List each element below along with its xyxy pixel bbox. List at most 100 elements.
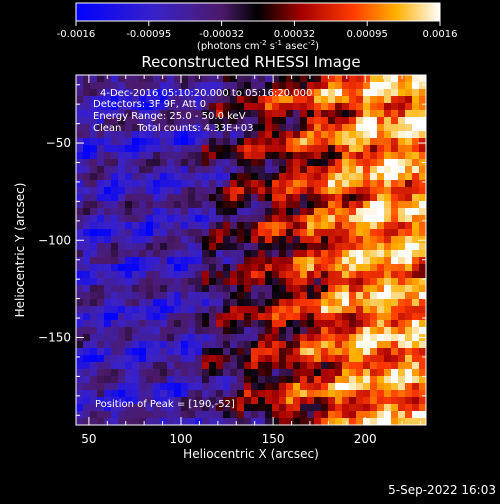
heatmap-cell xyxy=(104,117,112,125)
heatmap-cell xyxy=(174,187,182,195)
heatmap-cell xyxy=(363,222,371,230)
heatmap-cell xyxy=(181,159,189,167)
heatmap-cell xyxy=(181,236,189,244)
heatmap-cell xyxy=(153,75,161,83)
heatmap-cell xyxy=(412,341,420,349)
heatmap-cell xyxy=(279,369,287,377)
heatmap-cell xyxy=(279,327,287,335)
heatmap-cell xyxy=(97,313,105,321)
heatmap-cell xyxy=(146,292,154,300)
heatmap-cell xyxy=(111,103,119,111)
heatmap-cell xyxy=(335,320,343,328)
heatmap-cell xyxy=(412,75,420,83)
heatmap-cell xyxy=(153,138,161,146)
heatmap-cell xyxy=(237,362,245,370)
heatmap-cell xyxy=(223,264,231,272)
heatmap-cell xyxy=(125,411,133,419)
heatmap-cell xyxy=(97,264,105,272)
heatmap-cell xyxy=(293,390,301,398)
heatmap-cell xyxy=(237,166,245,174)
heatmap-cell xyxy=(377,222,385,230)
heatmap-cell xyxy=(370,180,378,188)
heatmap-cell xyxy=(244,236,252,244)
heatmap-cell xyxy=(328,103,336,111)
heatmap-cell xyxy=(300,369,308,377)
heatmap-cell xyxy=(104,257,112,265)
heatmap-cell xyxy=(412,348,420,356)
heatmap-cell xyxy=(265,320,273,328)
heatmap-cell xyxy=(146,96,154,104)
heatmap-cell xyxy=(90,89,98,97)
heatmap-cell xyxy=(97,215,105,223)
heatmap-cell xyxy=(188,89,196,97)
heatmap-cell xyxy=(83,159,91,167)
heatmap-cell xyxy=(90,411,98,419)
heatmap-cell xyxy=(174,306,182,314)
heatmap-cell xyxy=(272,159,280,167)
heatmap-cell xyxy=(153,82,161,90)
heatmap-cell xyxy=(216,145,224,153)
heatmap-cell xyxy=(342,222,350,230)
heatmap-cell xyxy=(391,264,399,272)
heatmap-cell xyxy=(356,110,364,118)
heatmap-cell xyxy=(181,166,189,174)
heatmap-cell xyxy=(314,285,322,293)
heatmap-cell xyxy=(272,222,280,230)
heatmap-cell xyxy=(181,110,189,118)
heatmap-cell xyxy=(300,138,308,146)
heatmap-cell xyxy=(244,152,252,160)
heatmap-cell xyxy=(314,411,322,419)
heatmap-cell xyxy=(377,236,385,244)
heatmap-cell xyxy=(307,404,315,412)
heatmap-cell xyxy=(293,285,301,293)
heatmap-cell xyxy=(251,89,259,97)
heatmap-cell xyxy=(328,110,336,118)
heatmap-cell xyxy=(111,278,119,286)
heatmap-cell xyxy=(188,390,196,398)
heatmap-cell xyxy=(279,75,287,83)
heatmap-cell xyxy=(125,208,133,216)
heatmap-cell xyxy=(349,145,357,153)
heatmap-cell xyxy=(314,355,322,363)
heatmap-cell xyxy=(321,229,329,237)
annotation-time-range: 4-Dec-2016 05:10:20.000 to 05:16:20.000 xyxy=(100,88,312,99)
heatmap-cell xyxy=(174,397,182,405)
heatmap-cell xyxy=(76,278,84,286)
heatmap-cell xyxy=(307,82,315,90)
heatmap-cell xyxy=(412,376,420,384)
heatmap-cell xyxy=(419,145,426,153)
heatmap-cell xyxy=(83,96,91,104)
heatmap-cell xyxy=(118,89,126,97)
heatmap-cell xyxy=(258,166,266,174)
annotation-clean: Clean Total counts: 4.33E+03 xyxy=(93,123,253,134)
heatmap-cell xyxy=(160,341,168,349)
heatmap-cell xyxy=(244,229,252,237)
heatmap-cell xyxy=(76,355,84,363)
heatmap-cell xyxy=(209,131,217,139)
heatmap-cell xyxy=(167,96,175,104)
heatmap-cell xyxy=(188,362,196,370)
heatmap-cell xyxy=(97,369,105,377)
heatmap-cell xyxy=(286,250,294,258)
heatmap-cell xyxy=(405,320,413,328)
heatmap-cell xyxy=(132,187,140,195)
heatmap-cell xyxy=(83,313,91,321)
heatmap-cell xyxy=(328,292,336,300)
heatmap-cell xyxy=(307,145,315,153)
heatmap-cell xyxy=(209,138,217,146)
heatmap-cell xyxy=(328,243,336,251)
heatmap-cell xyxy=(83,208,91,216)
heatmap-cell xyxy=(272,369,280,377)
heatmap-cell xyxy=(104,89,112,97)
heatmap-cell xyxy=(139,362,147,370)
heatmap-cell xyxy=(419,201,426,209)
heatmap-cell xyxy=(272,110,280,118)
heatmap-cell xyxy=(90,159,98,167)
heatmap-cell xyxy=(216,355,224,363)
heatmap-cell xyxy=(230,201,238,209)
heatmap-cell xyxy=(377,145,385,153)
heatmap-cell xyxy=(97,341,105,349)
heatmap-cell xyxy=(146,194,154,202)
heatmap-cell xyxy=(412,173,420,181)
heatmap-cell xyxy=(90,264,98,272)
